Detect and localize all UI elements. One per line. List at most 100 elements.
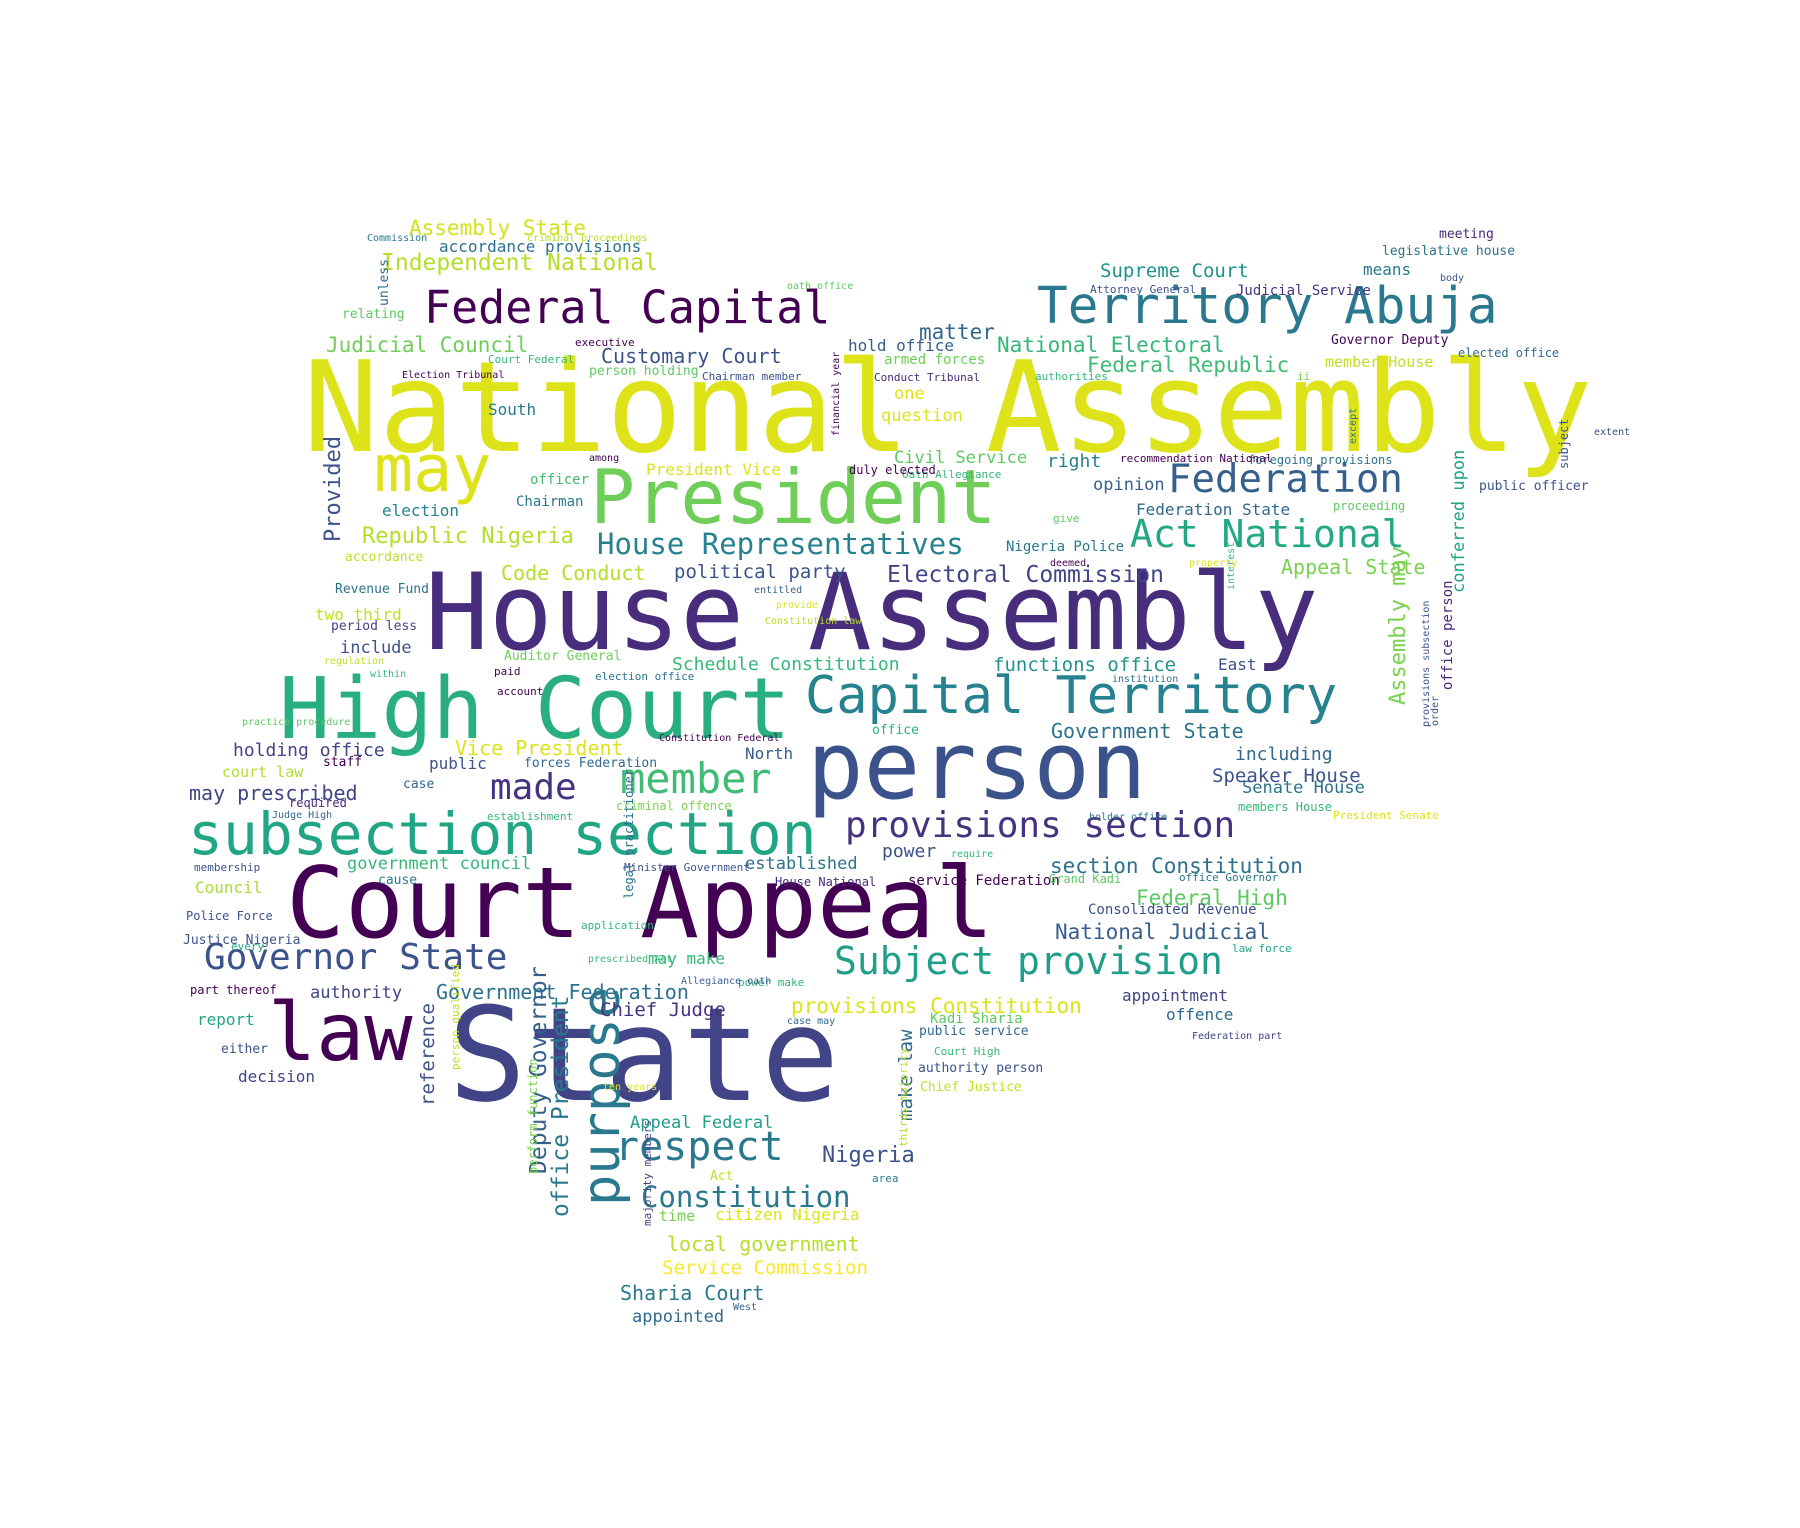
cloud-word: part thereof [190, 983, 277, 997]
cloud-word: Auditor General [504, 649, 622, 664]
cloud-word: financial year [831, 351, 842, 436]
cloud-word: person [807, 712, 1147, 821]
cloud-word: Council [195, 878, 263, 897]
cloud-word: Constitution Federal [659, 733, 780, 744]
cloud-word: Capital Territory [805, 666, 1338, 726]
cloud-word: person holding [589, 364, 699, 379]
cloud-word: deemed [1050, 558, 1087, 569]
cloud-word: institution [1112, 674, 1179, 685]
cloud-word: election office [595, 670, 695, 683]
cloud-word: practice procedure [242, 717, 351, 728]
cloud-word: appointed [632, 1307, 725, 1327]
cloud-word: legal practitioner [622, 768, 636, 899]
cloud-word: Act National [1130, 512, 1405, 556]
cloud-word: Kadi Sharia [930, 1011, 1023, 1027]
cloud-word: staff [323, 755, 363, 770]
cloud-word: prescribed Act [588, 954, 673, 965]
cloud-word: National Assembly [303, 334, 1593, 481]
cloud-word: majority members [641, 1120, 654, 1226]
cloud-word: offence [1166, 1005, 1234, 1024]
cloud-word: power make [738, 976, 805, 989]
cloud-word: Attorney General [1090, 283, 1196, 296]
cloud-word: political party [674, 561, 846, 583]
cloud-word: opinion [1093, 475, 1165, 495]
cloud-word: application [581, 919, 654, 932]
cloud-word: President Vice [646, 460, 781, 479]
cloud-word: order [1430, 695, 1441, 726]
cloud-word: may prescribed [189, 781, 358, 805]
cloud-word: include [340, 638, 412, 658]
cloud-word: Sharia Court [620, 1281, 765, 1305]
cloud-word: every [231, 940, 265, 953]
cloud-word: Federal High [1136, 886, 1288, 910]
cloud-word: paid [494, 665, 521, 678]
cloud-word: Judicial Council [326, 333, 529, 357]
cloud-word: Appeal State [1281, 555, 1426, 579]
cloud-word: except [1348, 407, 1359, 444]
cloud-word: officer [530, 472, 590, 488]
cloud-word: criminal offence [616, 799, 732, 813]
cloud-word: Court Appeal [286, 847, 995, 961]
cloud-word: establishment [487, 810, 574, 823]
cloud-word: Chief Judge [600, 999, 726, 1021]
cloud-word: decision [238, 1067, 316, 1086]
cloud-word: National Electoral [997, 333, 1225, 357]
cloud-word: authorities [1035, 370, 1108, 383]
cloud-word: Revenue Fund [335, 582, 429, 597]
cloud-word: South [488, 400, 537, 419]
cloud-word: members House [1238, 800, 1332, 814]
cloud-word: criminal proceedings [527, 233, 648, 244]
cloud-word: Court High [934, 1045, 1001, 1058]
cloud-word: case [403, 777, 435, 792]
cloud-word: Chairman [516, 494, 584, 510]
cloud-word: Government State [1051, 719, 1244, 743]
cloud-word: Territory Abuja [1037, 277, 1498, 336]
cloud-word: functions office [993, 654, 1177, 676]
cloud-word: ii [1297, 370, 1311, 383]
cloud-word: among [589, 453, 620, 464]
cloud-word: provisions subsection [1421, 600, 1432, 727]
cloud-word: meeting [1439, 227, 1494, 242]
cloud-word: regulation [324, 656, 385, 667]
cloud-word: report [197, 1010, 255, 1029]
cloud-word: provisions Constitution [791, 994, 1082, 1018]
cloud-word: time [659, 1207, 696, 1225]
cloud-word: Judicial Service [1236, 283, 1371, 299]
cloud-word: Commission [367, 233, 428, 244]
cloud-word: Vice President [455, 736, 624, 760]
cloud-word: authority person [918, 1061, 1044, 1076]
cloud-word: may make [648, 949, 726, 968]
cloud-word: Governor State [204, 937, 508, 978]
cloud-word: Federal Capital [424, 281, 831, 334]
cloud-word: subject [1557, 418, 1571, 469]
cloud-word: Governor Deputy [1331, 333, 1449, 348]
cloud-word: oath office [787, 281, 854, 292]
cloud-word: subsection section [188, 800, 817, 868]
cloud-word: right [1047, 451, 1102, 472]
cloud-word: government council [347, 854, 532, 874]
cloud-word: case may [787, 1016, 836, 1027]
cloud-word: Minister Government [624, 861, 750, 874]
cloud-word: office [872, 723, 919, 738]
cloud-word: public service [919, 1024, 1029, 1039]
cloud-word: account [497, 685, 544, 698]
cloud-word: Provided [321, 436, 346, 542]
cloud-word: including [1235, 744, 1333, 765]
cloud-word: accordance [345, 550, 424, 565]
cloud-word: Service Commission [662, 1257, 868, 1279]
cloud-word: National Judicial [1055, 920, 1270, 944]
cloud-word: citizen Nigeria [715, 1205, 860, 1224]
cloud-word: Schedule Constitution [672, 654, 900, 675]
cloud-word: Customary Court [601, 344, 782, 368]
cloud-word: period less [331, 619, 418, 634]
cloud-word: public officer [1479, 479, 1589, 494]
cloud-word: area [872, 1172, 899, 1185]
cloud-word: cause [378, 873, 418, 888]
cloud-word: Senate House [1242, 778, 1365, 798]
cloud-word: within [370, 669, 407, 680]
cloud-word: office Governor [1179, 871, 1279, 884]
cloud-word: Electoral Commission [887, 562, 1164, 588]
cloud-word: House Representatives [597, 527, 964, 561]
cloud-word: Civil Service [894, 448, 1028, 468]
